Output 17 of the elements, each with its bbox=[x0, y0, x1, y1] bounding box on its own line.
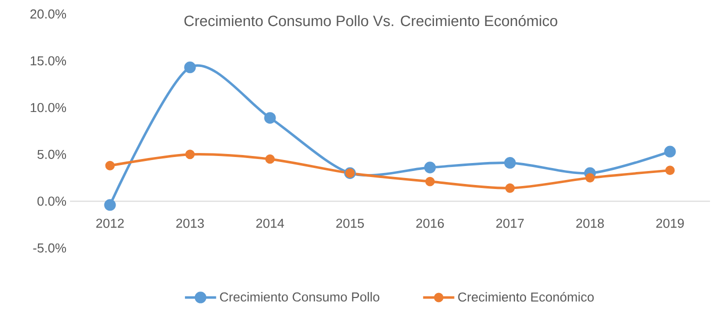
x-tick-label: 2018 bbox=[576, 218, 604, 228]
y-tick-label: 5.0% bbox=[37, 150, 66, 159]
x-tick-label: 2015 bbox=[336, 218, 364, 228]
x-tick-label: 2013 bbox=[176, 218, 204, 228]
x-tick-label: 2012 bbox=[96, 218, 124, 228]
chart-title: Crecimiento Consumo Pollo Vs. Crecimiento Económico bbox=[184, 15, 558, 26]
legend-label: Crecimiento Económico bbox=[458, 292, 594, 302]
y-tick-label: -5.0% bbox=[33, 243, 66, 253]
y-tick-label: 0.0% bbox=[37, 196, 66, 206]
x-tick-label: 2016 bbox=[416, 218, 444, 228]
y-tick-label: 15.0% bbox=[30, 56, 66, 66]
legend-label: Crecimiento Consumo Pollo bbox=[220, 292, 380, 302]
y-tick-label: 20.0% bbox=[30, 9, 66, 19]
x-tick-label: 2019 bbox=[656, 218, 684, 228]
x-tick-label: 2017 bbox=[496, 218, 524, 228]
x-tick-label: 2014 bbox=[256, 218, 284, 228]
y-tick-label: 10.0% bbox=[30, 103, 66, 112]
